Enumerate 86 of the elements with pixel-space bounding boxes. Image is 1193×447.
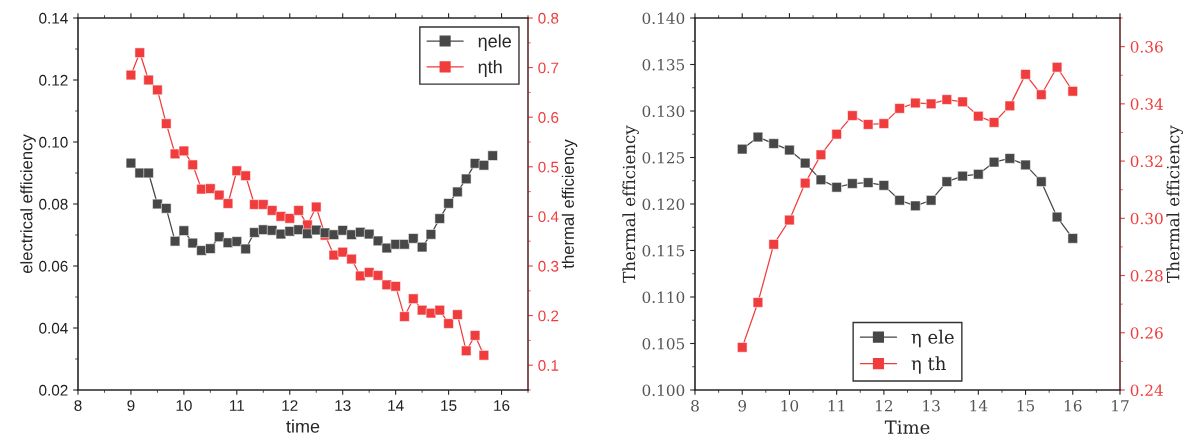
y2-tick-label: 0.34 xyxy=(1130,98,1163,110)
legend-label: ηth xyxy=(478,60,502,77)
point xyxy=(390,281,401,292)
point xyxy=(1067,86,1078,97)
y2-tick-label: 0.24 xyxy=(1130,384,1163,397)
x-tick-label: 14 xyxy=(970,399,988,412)
y-axis-title: electrical efficiency xyxy=(20,134,36,274)
y-tick-label: 0.04 xyxy=(39,322,68,334)
point xyxy=(461,173,472,185)
point xyxy=(831,129,842,140)
point xyxy=(988,157,1000,168)
point xyxy=(214,189,225,201)
x-tick-label: 12 xyxy=(876,399,893,412)
x-tick-label: 16 xyxy=(1064,399,1082,412)
y-tick-label: 0.14 xyxy=(39,12,68,24)
point xyxy=(800,177,811,189)
x-tick-label: 15 xyxy=(1017,399,1035,412)
legend-label: η th xyxy=(911,356,946,374)
x-tick-label: 11 xyxy=(828,399,845,412)
x-tick-label: 8 xyxy=(691,399,699,412)
point xyxy=(372,235,384,247)
y-tick-label: 0.110 xyxy=(642,291,685,304)
point xyxy=(434,305,445,316)
y2-axis-title: Thermal efficiency xyxy=(1166,125,1183,283)
y-tick-label: 0.130 xyxy=(642,105,685,118)
y-tick-label: 0.06 xyxy=(39,260,68,272)
point xyxy=(941,176,952,187)
x-tick-label: 13 xyxy=(923,399,940,412)
y2-tick-label: 0.2 xyxy=(538,310,559,322)
y-tick-label: 0.140 xyxy=(642,12,685,25)
y2-tick-label: 0.6 xyxy=(538,112,559,123)
x-tick-label: 13 xyxy=(335,400,351,411)
y-tick-label: 0.02 xyxy=(39,384,68,396)
x-tick-label: 14 xyxy=(388,400,404,411)
y-axis-title: Thermal efficiency xyxy=(622,125,639,283)
y2-tick-label: 0.28 xyxy=(1130,270,1163,282)
y-tick-label: 0.100 xyxy=(642,384,685,397)
x-axis-title: Time xyxy=(884,420,930,435)
y2-axis-title: thermal efficiency xyxy=(561,139,578,269)
point xyxy=(161,203,172,214)
x-tick-label: 12 xyxy=(282,400,298,411)
y2-tick-label: 0.8 xyxy=(538,12,559,24)
point xyxy=(973,169,984,180)
y-tick-label: 0.12 xyxy=(39,74,68,86)
point xyxy=(478,350,490,361)
point xyxy=(416,241,428,253)
point xyxy=(161,118,172,129)
point xyxy=(178,225,190,236)
y2-tick-label: 0.4 xyxy=(538,211,559,223)
x-tick-label: 11 xyxy=(230,400,245,411)
point xyxy=(752,131,764,143)
x-tick-label: 10 xyxy=(176,400,192,411)
point xyxy=(214,231,225,242)
y2-tick-label: 0.7 xyxy=(538,62,559,74)
y2-tick-label: 0.3 xyxy=(538,260,559,272)
y2-tick-label: 0.5 xyxy=(538,161,559,173)
point xyxy=(1036,176,1047,187)
point xyxy=(169,236,181,247)
point xyxy=(240,170,251,181)
legend-label: η ele xyxy=(911,329,954,348)
y-tick-label: 0.10 xyxy=(39,136,68,148)
x-tick-label: 8 xyxy=(74,400,82,411)
y-tick-label: 0.135 xyxy=(642,58,685,71)
y2-tick-label: 0.30 xyxy=(1130,212,1163,225)
x-tick-label: 16 xyxy=(494,400,510,411)
x-tick-label: 10 xyxy=(781,399,799,412)
y-tick-label: 0.120 xyxy=(642,198,685,211)
point xyxy=(487,150,498,161)
point xyxy=(831,182,842,193)
y-tick-label: 0.08 xyxy=(39,198,68,210)
y2-tick-label: 0.36 xyxy=(1130,41,1163,53)
x-tick-label: 17 xyxy=(1112,399,1129,412)
x-tick-label: 9 xyxy=(738,399,747,412)
point xyxy=(205,243,216,254)
legend-label: ηele xyxy=(478,34,511,52)
x-tick-label: 15 xyxy=(441,400,457,411)
y-tick-label: 0.115 xyxy=(642,244,685,257)
y2-tick-label: 0.1 xyxy=(538,360,559,371)
x-tick-label: 9 xyxy=(127,400,135,411)
y2-tick-label: 0.32 xyxy=(1130,155,1163,168)
point xyxy=(737,143,748,155)
y2-tick-label: 0.26 xyxy=(1130,327,1163,339)
x-axis-title: time xyxy=(286,419,320,433)
point xyxy=(178,145,190,157)
y-tick-label: 0.105 xyxy=(642,337,685,350)
y-tick-label: 0.125 xyxy=(642,151,685,164)
